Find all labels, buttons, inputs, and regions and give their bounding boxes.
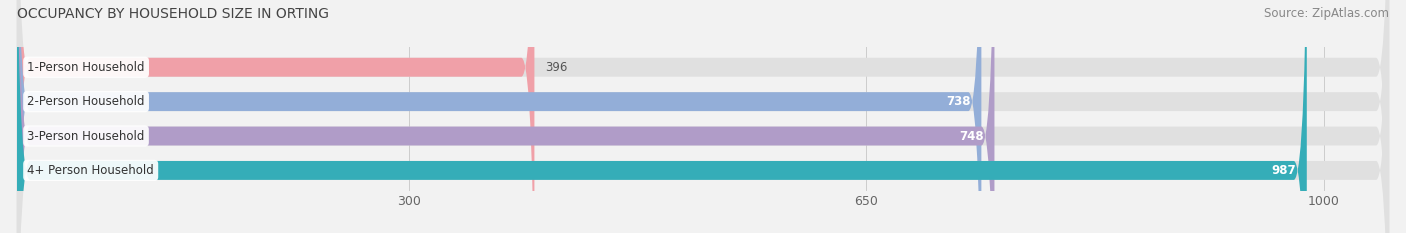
Text: 748: 748: [959, 130, 984, 143]
FancyBboxPatch shape: [17, 0, 1389, 233]
Text: 987: 987: [1271, 164, 1296, 177]
FancyBboxPatch shape: [17, 0, 1389, 233]
Text: 2-Person Household: 2-Person Household: [27, 95, 145, 108]
Text: 738: 738: [946, 95, 972, 108]
FancyBboxPatch shape: [17, 0, 994, 233]
Text: 4+ Person Household: 4+ Person Household: [27, 164, 155, 177]
FancyBboxPatch shape: [17, 0, 1306, 233]
Text: 1-Person Household: 1-Person Household: [27, 61, 145, 74]
Text: OCCUPANCY BY HOUSEHOLD SIZE IN ORTING: OCCUPANCY BY HOUSEHOLD SIZE IN ORTING: [17, 7, 329, 21]
Text: Source: ZipAtlas.com: Source: ZipAtlas.com: [1264, 7, 1389, 20]
Text: 3-Person Household: 3-Person Household: [27, 130, 145, 143]
Text: 396: 396: [546, 61, 567, 74]
FancyBboxPatch shape: [17, 0, 1389, 233]
FancyBboxPatch shape: [17, 0, 534, 233]
FancyBboxPatch shape: [17, 0, 981, 233]
FancyBboxPatch shape: [17, 0, 1389, 233]
